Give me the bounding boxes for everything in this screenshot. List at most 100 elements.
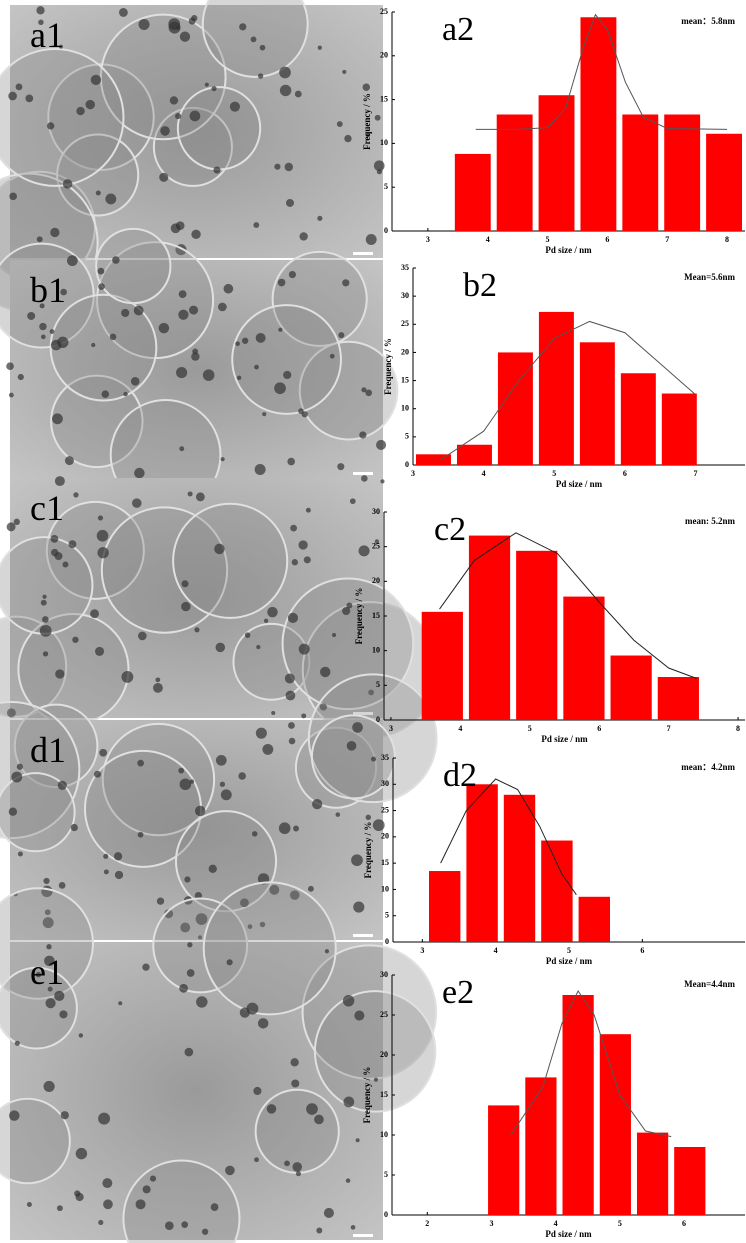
x-tick-label: 4 [486,235,490,244]
y-tick-label: 25 [380,1010,388,1019]
bar [664,114,700,231]
x-axis-label: Pd size / nm [541,734,588,744]
pd-particle [320,667,330,677]
pd-particle [354,1011,364,1021]
x-tick-label: 5 [618,1219,622,1228]
pd-particle [39,323,46,330]
pd-particle [15,1041,20,1046]
bar [622,114,658,231]
pd-particle [42,595,46,599]
pd-particle [278,328,282,332]
pd-particle [195,806,205,816]
pd-particle [337,121,343,127]
pd-particle [9,193,17,201]
pd-particle [245,632,251,638]
pd-particle [291,1058,299,1066]
pd-particle [131,377,140,386]
pd-particle [72,637,78,643]
x-tick-label: 2 [425,1219,429,1228]
pd-particle [254,1157,259,1162]
pd-particle [366,815,371,820]
scale-bar [353,472,373,475]
pd-particle [121,309,129,317]
bar [563,995,594,1215]
y-axis-label: Frequency / % [362,93,372,150]
bar [637,1133,668,1215]
pd-particle [299,232,307,240]
y-axis-label: Frequency / % [383,338,393,395]
pd-particle [150,1176,156,1182]
pd-particle [62,561,68,567]
pd-particle [346,1178,351,1183]
y-tick-label: 15 [381,858,389,867]
y-tick-label: 25 [372,541,380,550]
pd-particle [332,633,336,637]
bar [457,445,492,465]
pd-particle [253,1087,261,1095]
x-tick-label: 3 [420,946,424,955]
x-axis-label: Pd size / nm [556,479,603,489]
x-tick-label: 4 [554,1219,558,1228]
x-tick-label: 8 [736,724,740,733]
image-label: d1 [30,730,66,770]
pd-particle [380,479,384,483]
pd-particle [76,107,84,115]
image-label: c1 [30,488,64,528]
pd-particle [336,812,341,817]
y-axis-label: Frequency / % [362,1067,372,1124]
pd-particle [37,236,43,242]
pd-particle [373,819,385,831]
bar [539,312,574,465]
pd-particle [50,329,55,334]
pd-particle [359,545,370,556]
x-tick-label: 6 [605,235,609,244]
pd-particle [203,369,215,381]
mean-annotation: mean: 5.2nm [685,516,735,526]
pd-particle [36,6,44,14]
pd-particle [165,1221,174,1230]
pd-particle [190,779,194,783]
y-tick-label: 10 [372,645,380,654]
y-tick-label: 35 [401,263,409,272]
bar [497,114,533,231]
pd-particle [90,609,99,618]
pd-particle [18,374,24,380]
pd-particle [254,365,259,370]
pd-particle [134,306,144,316]
y-tick-label: 10 [380,138,388,147]
pd-particle [137,760,144,767]
pd-particle [18,851,23,856]
pd-particle [103,1199,113,1209]
pd-particle [225,1166,235,1176]
scale-bar [353,1234,373,1237]
pd-particle [171,223,181,233]
x-axis-label: Pd size / nm [546,956,593,966]
y-tick-label: 15 [380,94,388,103]
x-axis-label: Pd size / nm [545,245,592,255]
pd-particle [73,492,78,497]
y-tick-label: 25 [401,319,409,328]
pd-particle [97,530,109,542]
pd-particle [170,96,178,104]
pd-particle [237,376,241,380]
pd-particle [44,1081,55,1092]
pd-particle [94,771,101,778]
pd-particle [46,998,56,1008]
pd-particle [68,540,76,548]
pd-particle [301,713,306,718]
pd-particle [176,367,187,378]
x-tick-label: 5 [546,235,550,244]
bar [621,373,656,465]
pd-particle [159,323,170,334]
pd-particle [312,799,322,809]
pd-particle [296,1171,301,1176]
y-axis-label: Frequency / % [363,822,373,879]
pd-particle [9,1110,20,1121]
mean-annotation: Mean=4.4nm [684,979,735,989]
pd-particle [57,1205,63,1211]
carbon-particle [173,504,287,618]
pd-particle [359,431,366,438]
pd-particle [220,782,225,787]
pd-particle [238,772,246,780]
pd-particle [298,540,307,549]
